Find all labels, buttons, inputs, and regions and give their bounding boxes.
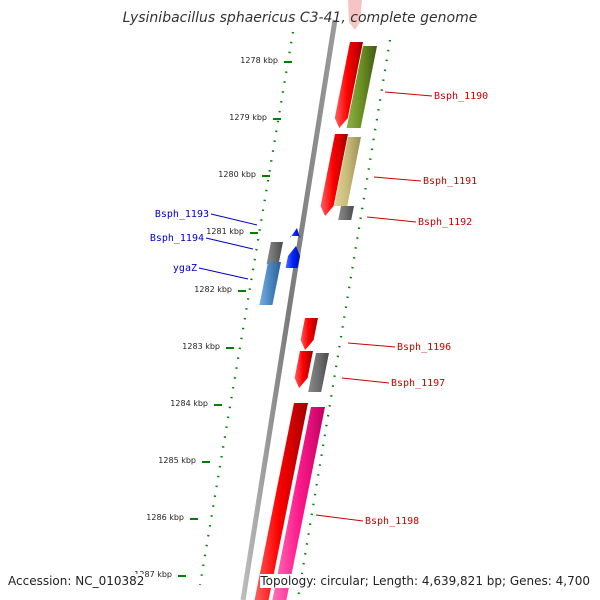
tick-label: 1279 kbp: [229, 113, 267, 122]
label-leader-line: [205, 237, 254, 250]
gene-feature[interactable]: [320, 134, 348, 216]
gene-bsph_1190[interactable]: [346, 46, 377, 128]
genome-summary-text: Topology: circular; Length: 4,639,821 bp…: [260, 574, 590, 588]
gene-label[interactable]: Bsph_1190: [434, 91, 488, 102]
label-leader-line: [347, 342, 396, 348]
gene-features: [254, 0, 377, 600]
gene-bsph_1191[interactable]: [334, 137, 361, 206]
map-title: Lysinibacillus sphaericus C3-41, complet…: [122, 10, 478, 26]
tick-label: 1278 kbp: [240, 56, 278, 65]
label-leader-line: [366, 216, 417, 223]
gene-bsph_1192[interactable]: [338, 206, 354, 220]
tick-label: 1283 kbp: [182, 342, 220, 351]
tick-label: 1280 kbp: [218, 170, 256, 179]
tick-label: 1285 kbp: [158, 456, 196, 465]
gene-label[interactable]: ygaZ: [173, 263, 197, 274]
genome-backbone: [240, 19, 338, 600]
gene-label[interactable]: Bsph_1197: [391, 378, 445, 389]
label-leader-line: [373, 176, 422, 182]
label-leader-line: [210, 213, 258, 226]
gene-label[interactable]: Bsph_1192: [418, 217, 472, 228]
ruler-dots: [198, 31, 392, 599]
position-ticks: 1278 kbp 1279 kbp 1280 kbp 1281 kbp 1282 kbp…: [134, 56, 292, 579]
tick-label: 1281 kbp: [206, 227, 244, 236]
gene-label[interactable]: Bsph_1191: [423, 176, 477, 187]
tick-label: 1284 kbp: [170, 399, 208, 408]
accession-text: Accession: NC_010382: [8, 574, 145, 588]
gene-ygaz[interactable]: [259, 262, 281, 305]
gene-bsph_1193[interactable]: [266, 242, 283, 264]
label-leader-line: [341, 377, 390, 384]
gene-label[interactable]: Bsph_1193: [155, 209, 209, 220]
gene-label[interactable]: Bsph_1198: [365, 516, 419, 527]
gene-feature[interactable]: [300, 318, 318, 350]
ruler-dotted-line: [198, 31, 295, 586]
ruler-dotted-line: [296, 39, 392, 599]
tick-label: 1282 kbp: [194, 285, 232, 294]
gene-label[interactable]: Bsph_1194: [150, 233, 204, 244]
label-leader-line: [315, 514, 364, 522]
backbone-line: [240, 19, 338, 600]
gene-feature[interactable]: [348, 0, 362, 30]
gene-feature[interactable]: [334, 42, 363, 128]
label-leader-line: [384, 91, 433, 97]
label-leader-line: [198, 267, 249, 280]
gene-bsph_1194[interactable]: [285, 246, 300, 268]
gene-bsph_1197[interactable]: [308, 353, 329, 392]
gene-bsph_1198[interactable]: [272, 407, 325, 600]
gene-bsph_1196[interactable]: [294, 351, 313, 388]
gene-feature[interactable]: [254, 403, 308, 600]
tick-label: 1287 kbp: [134, 570, 172, 579]
tick-label: 1286 kbp: [146, 513, 184, 522]
gene-label[interactable]: Bsph_1196: [397, 342, 451, 353]
gene-labels: Bsph_1190 Bsph_1191 Bsph_1192 Bsph_1193 Bsph…: [150, 91, 488, 527]
gene-feature[interactable]: [290, 228, 301, 238]
